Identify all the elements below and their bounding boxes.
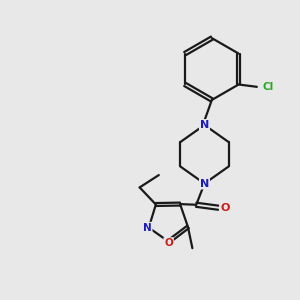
Text: N: N xyxy=(200,120,209,130)
Text: O: O xyxy=(164,238,173,248)
Text: N: N xyxy=(143,223,152,233)
Text: Cl: Cl xyxy=(262,82,274,92)
Text: O: O xyxy=(220,203,230,213)
Text: N: N xyxy=(200,178,209,189)
